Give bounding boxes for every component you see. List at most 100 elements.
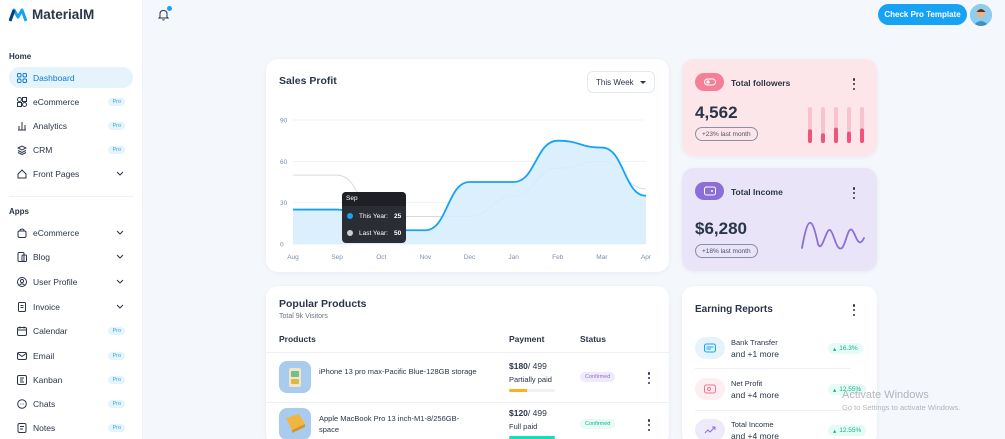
mini-bar [847,131,851,143]
sidebar-item-invoice[interactable]: Invoice [9,296,133,317]
sidebar-item-label: eCommerce [33,96,80,107]
sales-profit-title: Sales Profit [279,75,337,87]
sidebar-item-ecommerce[interactable]: eCommerce Pro [9,91,133,112]
income-title: Total Income [731,187,783,197]
earning-item-percent: ▴ 16.3% [828,343,863,354]
y-tick-label: 90 [280,118,288,125]
pro-badge: Pro [108,121,125,130]
sidebar-item-front-pages[interactable]: Front Pages [9,163,133,184]
sidebar-item-label: Notes [33,422,56,433]
sidebar-item-label: Chats [33,398,56,409]
sidebar: MaterialM Home Dashboard eCommerce Pro A… [0,0,143,439]
sidebar-item-kanban[interactable]: Kanban Pro [9,369,133,390]
column-header-payment: Payment [509,334,545,344]
x-tick-label: Nov [420,254,432,261]
payment-amount: $180/ 499 [509,361,547,371]
percent-value: 16.3% [839,345,858,352]
this-year-marker [347,213,353,219]
sidebar-item-label: Dashboard [33,72,75,83]
followers-title: Total followers [731,78,791,88]
analytics-icon [17,121,27,131]
activate-windows-title: Activate Windows [842,389,929,401]
payment-progress-bar [509,436,555,439]
arrow-up-icon: ▴ [833,386,837,394]
bell-icon[interactable] [157,8,170,21]
more-menu-icon[interactable] [852,78,856,90]
payment-status: Partially paid [509,375,552,384]
sidebar-item-user-profile[interactable]: User Profile [9,271,133,292]
total-income-card: Total Income $6,280 +18% last month [682,168,877,271]
status-badge: Confirmed [580,372,616,382]
earning-item-percent: ▴ 12.55% [828,384,867,395]
more-menu-icon[interactable] [852,187,856,199]
popular-products-card: Popular Products Total 9k Visitors Produ… [266,286,669,439]
sidebar-item-label: Blog [33,251,51,262]
x-tick-label: Aug [287,254,299,261]
sidebar-item-crm[interactable]: CRM Pro [9,139,133,160]
earning-item-name: Total Income [731,420,774,429]
sidebar-item-calendar[interactable]: Calendar Pro [9,320,133,341]
home-icon [17,168,27,179]
earning-item-name: Net Profit [731,379,763,388]
earning-item-percent: ▴ 12.55% [828,425,867,436]
pro-badge: Pro [108,97,125,106]
sidebar-item-label: Email [33,350,55,361]
pro-badge: Pro [108,399,125,408]
notes-icon [17,422,27,433]
user-icon [17,276,27,287]
followers-change-badge: +23% last month [695,127,758,141]
total-followers-card: Total followers 4,562 +23% last month [682,59,877,156]
sidebar-item-chats[interactable]: Chats Pro [9,393,133,414]
last-year-marker [347,230,353,236]
nav-caption-home: Home [9,52,32,61]
row-menu-icon[interactable] [647,419,651,431]
check-pro-template-button[interactable]: Check Pro Template [878,4,967,25]
pro-badge: Pro [108,423,125,432]
x-tick-label: Apr [641,254,652,261]
more-menu-icon[interactable] [852,304,856,316]
percent-value: 12.55% [839,427,862,434]
dashboard-icon [17,72,27,83]
brand-logo[interactable]: MaterialM [9,7,94,22]
x-tick-label: Feb [552,254,564,261]
x-tick-label: Sep [331,254,343,261]
followers-value: 4,562 [695,103,738,122]
chart-tooltip: Sep This Year: 25 Last Year: 50 [342,192,406,243]
status-badge: Confirmed [580,419,616,429]
row-divider [266,402,669,403]
period-select-value: This Week [596,77,634,87]
y-tick-label: 60 [280,159,288,166]
sales-profit-chart: 0 30 60 90 Aug Sep Oct Nov Dec Jan Feb Mar Apr [280,118,652,262]
income-sparkline [801,222,865,250]
payment-progress-fill [509,436,555,439]
earning-reports-card: Earning Reports Bank Transfer and +1 mor… [682,286,877,439]
sidebar-item-app-ecommerce[interactable]: eCommerce [9,222,133,243]
y-tick-label: 0 [280,242,284,249]
sidebar-item-label: Calendar [33,325,68,336]
mini-bar [808,129,812,143]
chevron-down-icon [116,304,124,309]
sidebar-item-analytics[interactable]: Analytics Pro [9,115,133,136]
sidebar-item-notes[interactable]: Notes Pro [9,417,133,438]
sidebar-item-email[interactable]: Email Pro [9,345,133,366]
sidebar-item-blog[interactable]: Blog [9,246,133,267]
period-select[interactable]: This Week [587,71,655,93]
y-tick-label: 30 [280,200,288,207]
nav-caption-apps: Apps [9,207,29,216]
activate-windows-subtitle: Go to Settings to activate Windows. [842,403,961,412]
paid-amount: $180 [509,361,528,371]
row-menu-icon[interactable] [647,372,651,384]
wallet-icon [703,186,716,196]
tooltip-this-year-label: This Year: [359,213,388,220]
mini-bar [821,133,825,143]
pro-badge: Pro [108,326,125,335]
toggle-icon [703,78,716,86]
avatar[interactable] [970,4,992,26]
x-tick-label: Oct [376,254,386,261]
sidebar-item-dashboard[interactable]: Dashboard [9,67,133,88]
chevron-down-icon [116,254,124,259]
column-header-products: Products [279,334,316,344]
arrow-up-icon: ▴ [833,427,837,435]
earning-item-name: Bank Transfer [731,338,778,347]
row-divider [695,410,851,411]
